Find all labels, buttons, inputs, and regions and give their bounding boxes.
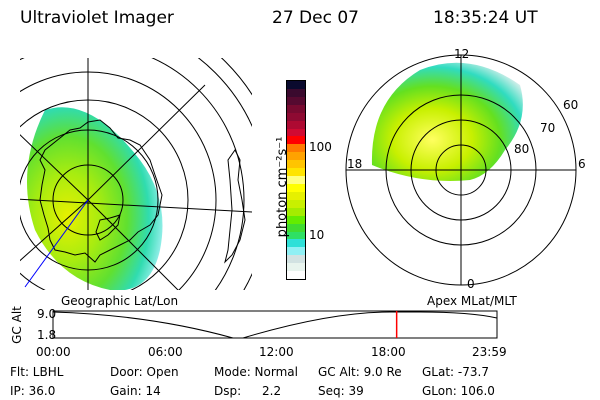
colorbar-band (287, 144, 305, 153)
colorbar-tick-10: 10 (309, 228, 325, 242)
y-tick-1.8: 1.8 (37, 328, 57, 342)
colorbar-band (287, 247, 305, 256)
geographic-label: Geographic Lat/Lon (61, 294, 179, 308)
colorbar-band (287, 104, 305, 113)
colorbar-band (287, 263, 305, 272)
instrument-title: Ultraviolet Imager (20, 8, 174, 28)
mlat-label-60: 60 (563, 98, 579, 112)
ip-info: IP: 36.0 (10, 384, 56, 398)
glon-info: GLon: 106.0 (422, 384, 495, 398)
colorbar-band (287, 120, 305, 129)
apex-label: Apex MLat/MLT (427, 294, 517, 308)
colorbar-band (287, 199, 305, 208)
colorbar (286, 80, 306, 280)
colorbar-band (287, 207, 305, 216)
colorbar-band (287, 128, 305, 137)
colorbar-band (287, 96, 305, 105)
colorbar-band (287, 168, 305, 177)
colorbar-band (287, 215, 305, 224)
x-tick-1800: 18:00 (371, 345, 406, 359)
colorbar-band (287, 231, 305, 240)
colorbar-band (287, 223, 305, 232)
door-info: Door: Open (110, 365, 179, 379)
mlat-label-80: 80 (514, 142, 530, 156)
mode-info: Mode: Normal (214, 365, 298, 379)
mlt-label-18: 18 (347, 157, 363, 171)
x-tick-2359: 23:59 (472, 345, 507, 359)
mlat-label-70: 70 (540, 121, 556, 135)
colorbar-band (287, 160, 305, 169)
colorbar-band (287, 239, 305, 248)
y-tick-9: 9.0 (37, 307, 57, 321)
aurora-oval-geographic (27, 107, 163, 290)
colorbar-band (287, 152, 305, 161)
dsp-value: 2.2 (262, 384, 282, 398)
colorbar-band (287, 183, 305, 192)
x-tick-0600: 06:00 (148, 345, 183, 359)
colorbar-band (287, 88, 305, 97)
x-tick-0000: 00:00 (36, 345, 71, 359)
sun-direction-line (24, 199, 89, 288)
colorbar-band (287, 112, 305, 121)
gain-info: Gain: 14 (110, 384, 161, 398)
colorbar-band (287, 271, 305, 280)
date-label: 27 Dec 07 (272, 8, 359, 28)
colorbar-band (287, 176, 305, 184)
mlt-label-12: 12 (454, 47, 470, 61)
colorbar-band (287, 191, 305, 200)
x-tick-1200: 12:00 (259, 345, 294, 359)
mlt-label-0: 0 (467, 277, 475, 291)
gc-alt-info: GC Alt: 9.0 Re (318, 365, 402, 379)
colorbar-tick-100: 100 (309, 140, 332, 154)
time-label: 18:35:24 UT (433, 8, 538, 28)
colorbar-band (287, 136, 305, 145)
glat-info: GLat: -73.7 (422, 365, 489, 379)
mlt-label-6: 6 (578, 157, 586, 171)
colorbar-band (287, 81, 305, 89)
colorbar-band (287, 255, 305, 264)
seq-info: Seq: 39 (318, 384, 364, 398)
filter-info: Flt: LBHL (10, 365, 64, 379)
dsp-label: Dsp: (214, 384, 242, 398)
